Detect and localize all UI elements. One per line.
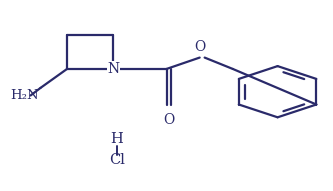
Text: H: H	[110, 132, 123, 146]
Text: O: O	[194, 40, 205, 54]
Text: N: N	[107, 62, 120, 76]
Text: Cl: Cl	[109, 153, 125, 167]
Text: H₂N: H₂N	[11, 89, 39, 102]
Text: O: O	[163, 112, 174, 127]
